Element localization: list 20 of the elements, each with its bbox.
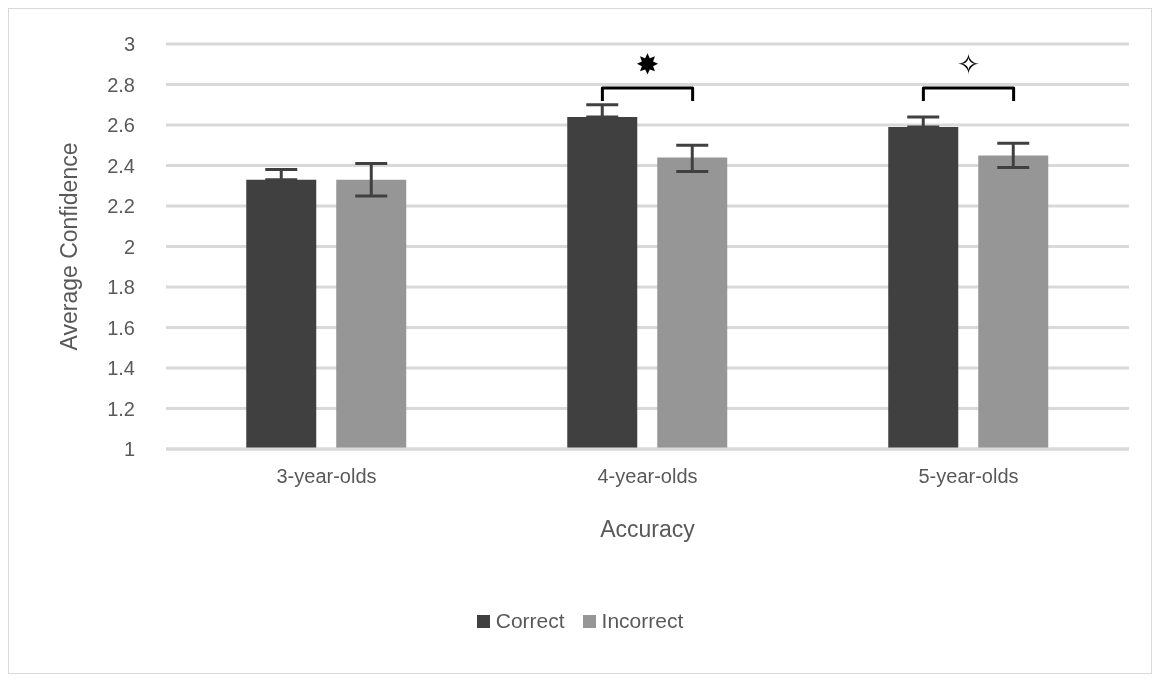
y-tick-label: 2.4 — [107, 154, 135, 177]
y-axis-title: Average Confidence — [56, 142, 83, 351]
y-tick-label: 1.8 — [107, 276, 135, 299]
annotation: ✧ — [956, 47, 981, 81]
y-tick-label: 3 — [123, 33, 135, 56]
legend-label: Incorrect — [601, 609, 684, 633]
x-axis-title: Accuracy — [600, 516, 696, 542]
y-tick-label: 1 — [123, 438, 135, 461]
x-tick-label: 4-year-olds — [597, 465, 698, 488]
x-tick-label: 3-year-olds — [276, 465, 377, 488]
y-tick-label: 2.6 — [107, 114, 135, 137]
x-tick-label: 5-year-olds — [918, 465, 1019, 488]
y-tick-label: 1.2 — [107, 397, 135, 420]
y-tick-label: 1.4 — [107, 357, 135, 380]
y-tick-label: 2.8 — [107, 73, 135, 96]
y-tick-label: 2.2 — [107, 195, 135, 218]
y-tick-label: 2 — [123, 235, 135, 258]
legend-label: Correct — [495, 609, 565, 633]
y-tick-label: 1.6 — [107, 316, 135, 339]
annotation: ✸ — [635, 47, 660, 81]
